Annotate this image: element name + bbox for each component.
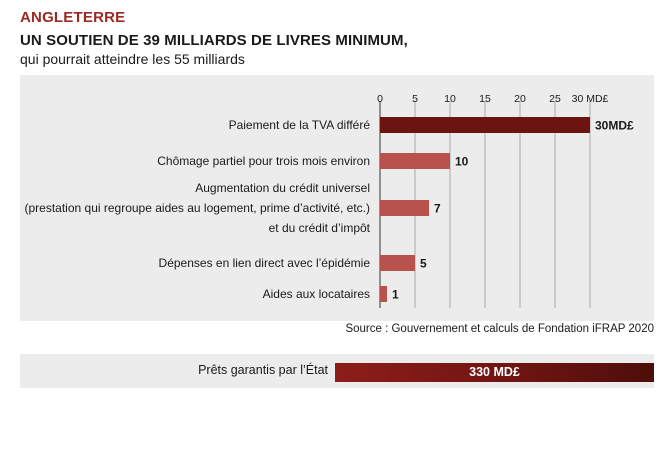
chart-title: UN SOUTIEN DE 39 MILLIARDS DE LIVRES MIN… <box>20 32 408 49</box>
kicker-country: ANGLETERRE <box>20 9 126 26</box>
category-label: Dépenses en lien direct avec l’épidémie <box>159 256 371 270</box>
value-labels: 30MD£ 10 7 5 1 <box>392 119 634 302</box>
category-label: Augmentation du crédit universel <box>195 181 370 195</box>
tick-label: 10 <box>444 93 456 105</box>
bar-chart: 0 5 10 15 20 25 30 MD£ Paiement de la TVA diff… <box>20 75 654 321</box>
bars <box>380 117 590 302</box>
category-label: Chômage partiel pour trois mois environ <box>157 154 370 168</box>
loan-panel: Prêts garantis par l’État 330 MD£ <box>20 354 654 388</box>
category-label: et du crédit d’impôt <box>269 221 371 235</box>
bar <box>380 153 450 169</box>
category-labels: Paiement de la TVA différé Chômage partie… <box>24 118 370 301</box>
bar <box>380 286 387 302</box>
tick-label: 0 <box>377 93 383 105</box>
value-label: 30MD£ <box>595 119 634 133</box>
tick-label: 25 <box>549 93 561 105</box>
loan-value: 330 MD£ <box>469 365 520 379</box>
tick-label: 20 <box>514 93 526 105</box>
bar <box>380 117 590 133</box>
tick-label: 30 MD£ <box>572 93 609 105</box>
value-label: 5 <box>420 257 427 271</box>
loan-label: Prêts garantis par l’État <box>198 363 328 377</box>
tick-label: 5 <box>412 93 418 105</box>
tick-label: 15 <box>479 93 491 105</box>
value-label: 7 <box>434 202 441 216</box>
chart-panel <box>20 75 654 321</box>
value-label: 1 <box>392 288 399 302</box>
bar <box>380 200 429 216</box>
category-label: (prestation qui regroupe aides au logeme… <box>24 201 370 215</box>
chart-subtitle: qui pourrait atteindre les 55 milliards <box>20 51 245 67</box>
bar <box>380 255 415 271</box>
category-label: Aides aux locataires <box>263 287 370 301</box>
value-label: 10 <box>455 155 469 169</box>
category-label: Paiement de la TVA différé <box>229 118 371 132</box>
source-note: Source : Gouvernement et calculs de Fond… <box>345 323 654 335</box>
tick-labels: 0 5 10 15 20 25 30 MD£ <box>377 93 608 105</box>
loan-bar: 330 MD£ <box>335 363 654 382</box>
